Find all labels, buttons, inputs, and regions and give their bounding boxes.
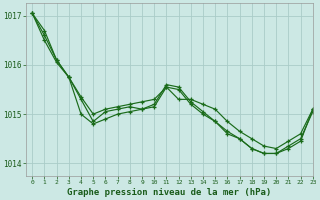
X-axis label: Graphe pression niveau de la mer (hPa): Graphe pression niveau de la mer (hPa) — [67, 188, 272, 197]
